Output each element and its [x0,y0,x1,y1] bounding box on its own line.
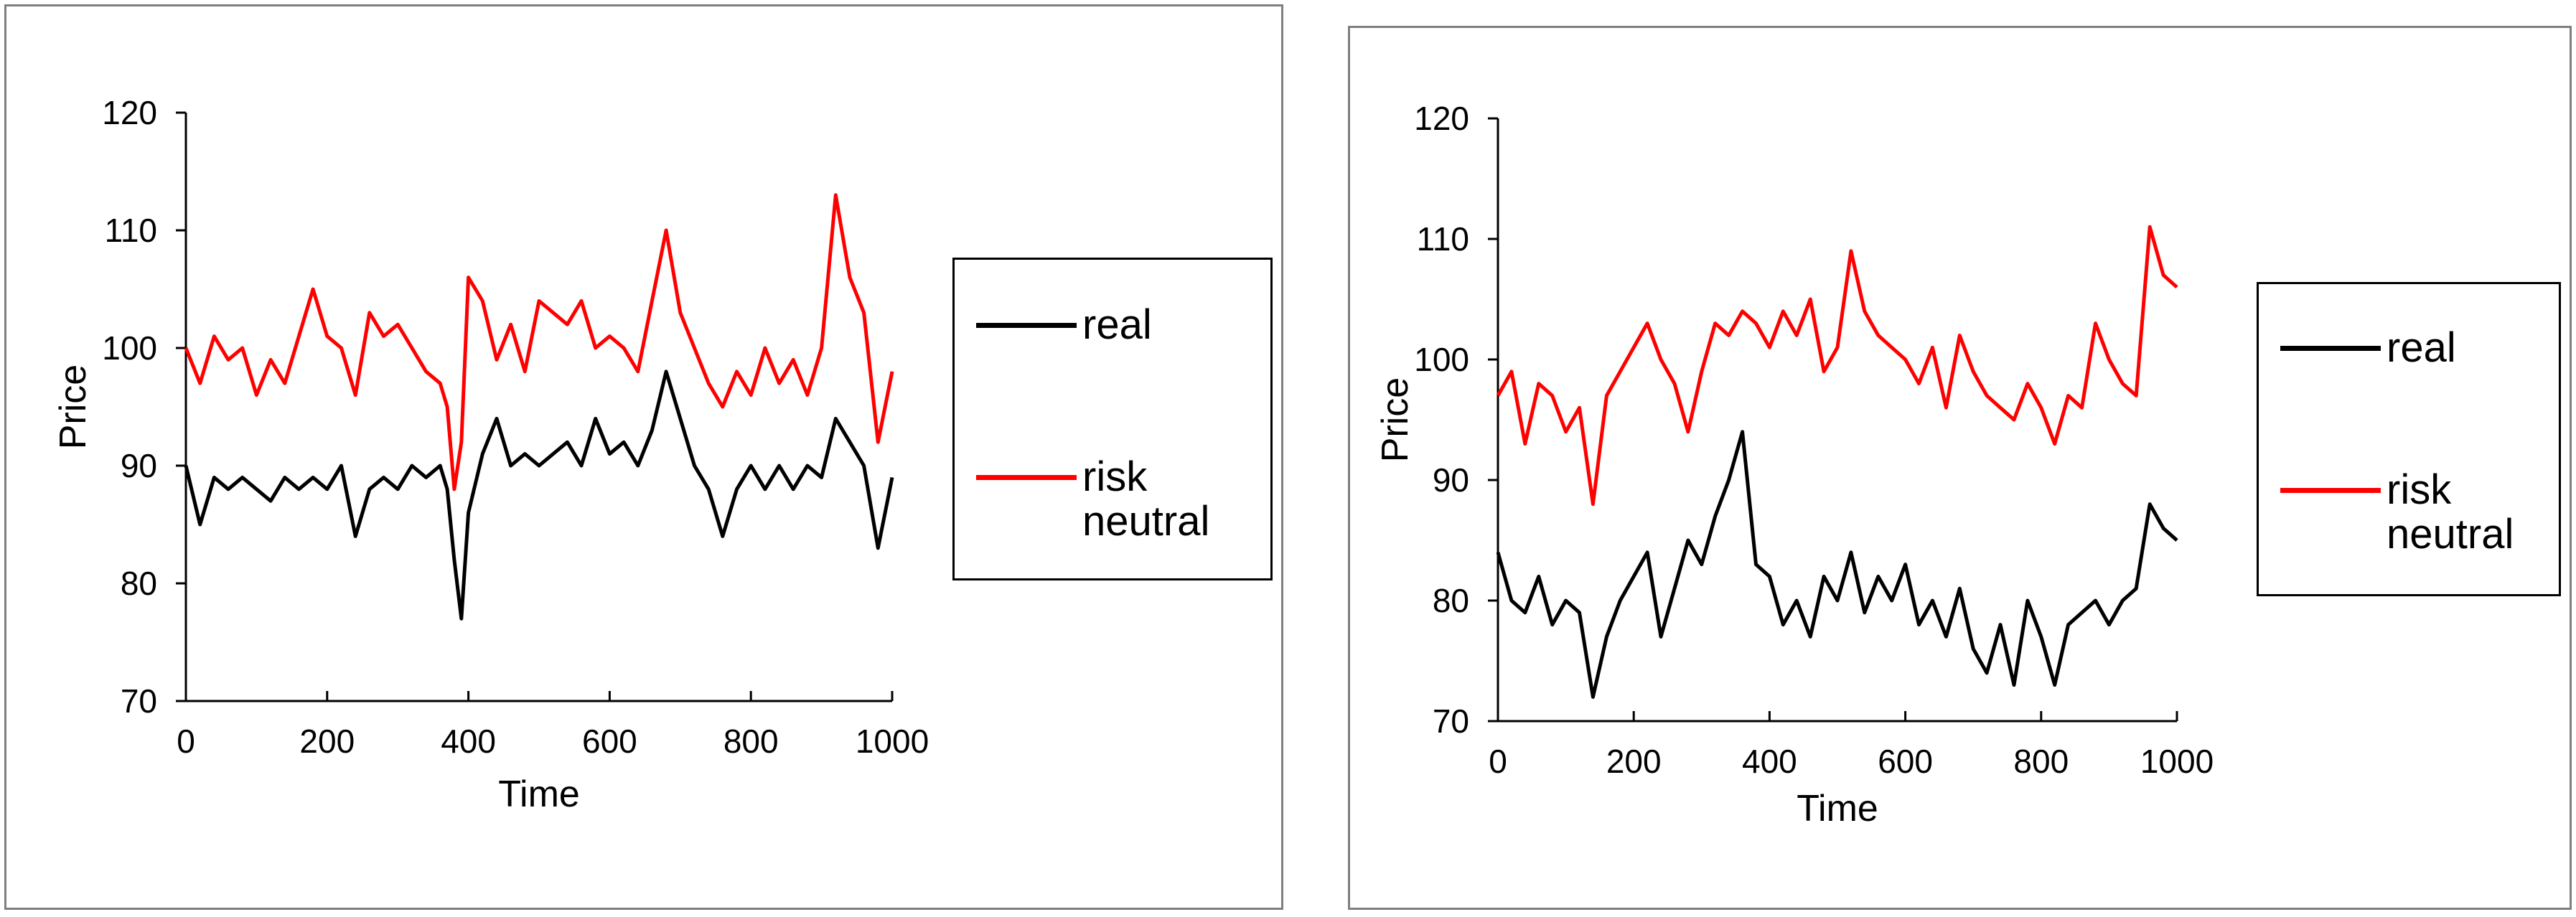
x-tick-label: 400 [1742,743,1797,780]
x-axis-title: Time [1797,788,1878,829]
y-tick-label: 120 [1414,100,1469,137]
series-line-real [1496,430,2178,699]
y-tick-label: 120 [102,94,157,131]
y-tick-label: 110 [1417,220,1469,258]
chart-panel-left: 70 80 90 100 110 120 0 200 400 600 800 1000 Time Pric… [4,4,1283,910]
legend-label-risk-neutral: risk neutral [1082,453,1210,545]
legend-swatch-real [976,323,1077,328]
legend-left: real risk neutral [952,258,1273,580]
x-tick-label: 800 [2013,743,2069,780]
y-tick-label: 110 [105,212,157,249]
y-axis-title: Price [1374,377,1416,462]
x-tick-label: 1000 [856,723,929,760]
series-line-risk-neutral [184,193,894,492]
x-axis-title: Time [498,773,580,815]
x-tick-label: 1000 [2140,743,2214,780]
x-tick-label: 800 [723,723,779,760]
x-tick-label: 600 [582,723,637,760]
y-tick-label: 100 [1414,341,1469,378]
y-tick-label: 80 [121,565,157,602]
legend-label-real: real [2387,324,2456,371]
y-tick-label: 90 [1433,461,1469,499]
chart-panel-right: 70 80 90 100 110 120 0 200 400 600 800 1000 Time Pric… [1348,26,2572,910]
y-tick-label: 90 [121,447,157,484]
x-tick-label: 0 [1489,743,1507,780]
y-tick-label: 70 [121,682,157,720]
y-tick-label: 100 [102,329,157,367]
legend-swatch-risk-neutral [976,475,1077,480]
legend-swatch-real [2280,346,2381,351]
x-tick-label: 0 [177,723,195,760]
chart-left-plot: 70 80 90 100 110 120 0 200 400 600 800 1000 Time Pric… [52,94,929,815]
legend-label-risk-neutral: risk neutral [2387,466,2514,558]
series-line-risk-neutral [1496,225,2178,507]
x-tick-label: 600 [1878,743,1933,780]
legend-swatch-risk-neutral [2280,488,2381,493]
legend-label-real: real [1082,301,1152,348]
y-tick-label: 70 [1433,702,1469,740]
x-tick-label: 200 [1606,743,1662,780]
x-tick-label: 200 [299,723,355,760]
x-tick-label: 400 [441,723,496,760]
series-line-real [184,370,894,621]
chart-right-plot: 70 80 90 100 110 120 0 200 400 600 800 1000 Time Pric… [1374,100,2214,829]
y-axis-title: Price [52,365,94,449]
legend-right: real risk neutral [2257,282,2561,596]
y-tick-label: 80 [1433,582,1469,619]
